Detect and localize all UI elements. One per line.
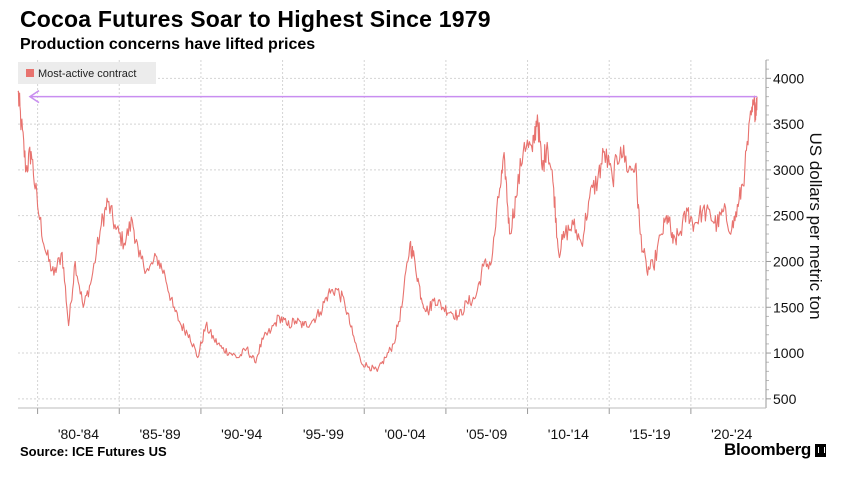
chart-title: Cocoa Futures Soar to Highest Since 1979: [20, 6, 491, 32]
x-tick-label: '10-'14: [548, 426, 589, 442]
legend-swatch: [26, 69, 34, 77]
legend-box: [18, 62, 156, 84]
chart-subtitle: Production concerns have lifted prices: [20, 36, 316, 53]
terminal-icon: [815, 443, 826, 457]
brand-name: Bloomberg: [723, 440, 811, 459]
brand-logo: Bloomberg: [724, 440, 826, 460]
y-tick-label: 3500: [773, 116, 804, 132]
y-tick-label: 500: [773, 391, 797, 407]
x-tick-label: '80-'84: [58, 426, 99, 442]
series-line: [17, 90, 758, 372]
x-tick-label: '00-'04: [384, 426, 425, 442]
y-tick-label: 3000: [773, 162, 804, 178]
y-tick-label: 1000: [773, 345, 804, 361]
y-tick-label: 2000: [773, 253, 804, 269]
annotation-arrowhead: [28, 89, 40, 104]
x-tick-label: '90-'94: [221, 426, 262, 442]
source-note: Source: ICE Futures US: [20, 444, 167, 459]
x-tick-label: '05-'09: [466, 426, 507, 442]
y-tick-label: 4000: [773, 70, 804, 86]
x-tick-label: '95-'99: [303, 426, 344, 442]
x-tick-label: '85-'89: [140, 426, 181, 442]
y-tick-label: 2500: [773, 208, 804, 224]
legend-label: Most-active contract: [38, 68, 136, 80]
y-tick-label: 1500: [773, 299, 804, 315]
x-tick-label: '20-'24: [711, 426, 752, 442]
x-tick-label: '15-'19: [629, 426, 670, 442]
y-axis-label: US dollars per metric ton: [806, 132, 825, 319]
